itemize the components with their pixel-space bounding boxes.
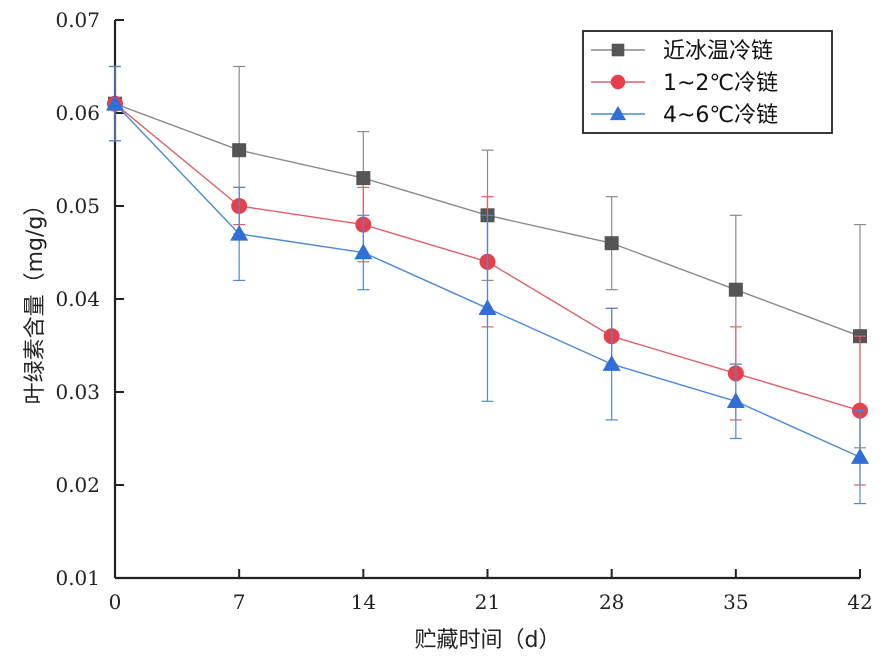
- data-point: [726, 392, 745, 409]
- y-tick-label: 0.01: [55, 566, 100, 590]
- y-axis-title: 叶绿素含量（mg/g）: [23, 194, 48, 405]
- legend: 近冰温冷链 1~2℃冷链 4~6℃冷链: [582, 30, 833, 134]
- data-point: [851, 448, 869, 464]
- legend-marker: [611, 43, 625, 57]
- legend-entry: 近冰温冷链: [591, 39, 773, 64]
- y-tick-label: 0.02: [55, 473, 100, 497]
- data-point: [728, 282, 743, 297]
- x-tick-label: 7: [233, 590, 246, 614]
- series-3: [106, 65, 869, 505]
- x-axis-ticks: 0 7 14 21 28 35 42: [109, 569, 873, 614]
- y-tick-label: 0.05: [55, 194, 100, 218]
- data-point: [356, 171, 371, 186]
- legend-label: 1~2℃冷链: [663, 71, 778, 96]
- legend-label: 4~6℃冷链: [663, 103, 778, 128]
- y-tick-label: 0.06: [55, 101, 100, 125]
- x-tick-label: 35: [723, 590, 748, 614]
- x-axis-title: 贮藏时间（d）: [415, 628, 561, 653]
- y-tick-label: 0.07: [55, 8, 100, 32]
- legend-marker: [610, 74, 626, 90]
- data-point: [232, 143, 247, 158]
- data-point: [478, 299, 497, 316]
- x-tick-label: 14: [351, 590, 376, 614]
- legend-marker: [609, 105, 627, 121]
- y-tick-label: 0.03: [55, 380, 100, 404]
- legend-entry: 4~6℃冷链: [591, 103, 778, 128]
- x-tick-label: 21: [475, 590, 500, 614]
- y-tick-label: 0.04: [55, 287, 100, 311]
- data-point: [230, 224, 249, 241]
- y-axis-ticks: 0.01 0.02 0.03 0.04 0.05 0.06 0.07: [55, 8, 124, 590]
- series-layer: [106, 65, 869, 505]
- x-tick-label: 28: [599, 590, 624, 614]
- x-tick-label: 0: [109, 590, 122, 614]
- data-point: [602, 355, 621, 371]
- data-point: [106, 94, 124, 111]
- x-tick-label: 42: [847, 590, 872, 614]
- legend-entry: 1~2℃冷链: [591, 71, 778, 96]
- data-point: [354, 243, 373, 260]
- legend-label: 近冰温冷链: [663, 39, 773, 64]
- data-point: [604, 236, 619, 251]
